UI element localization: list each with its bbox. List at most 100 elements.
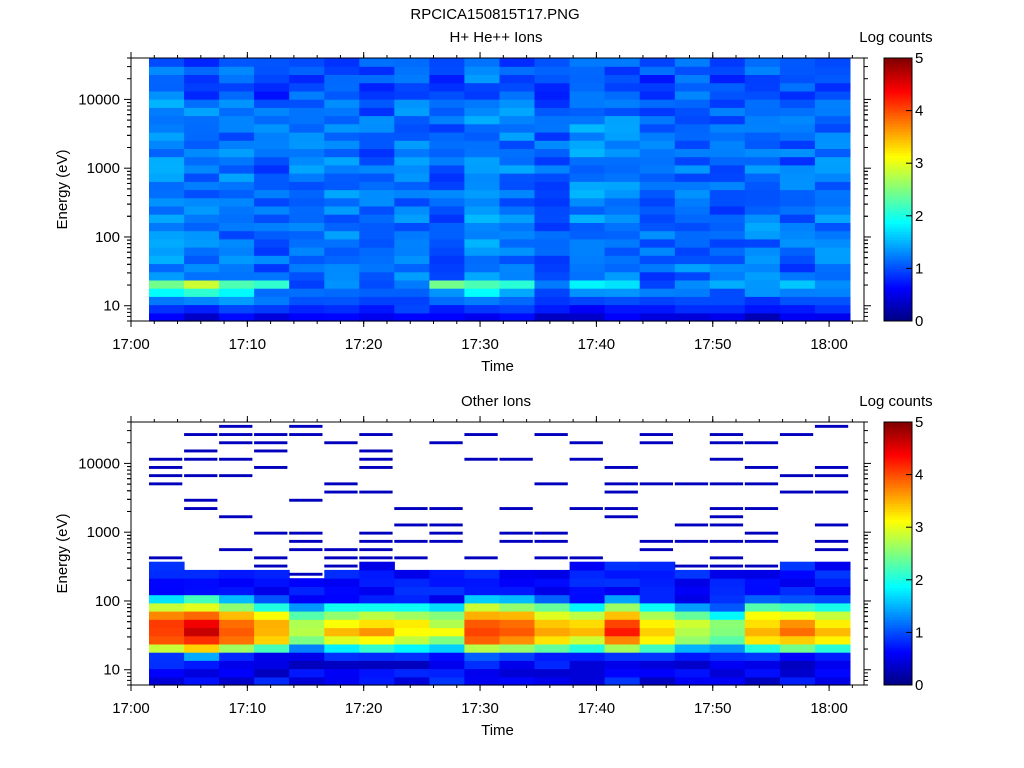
spectrogram-cell bbox=[324, 214, 360, 223]
spectrogram-cell bbox=[219, 156, 255, 166]
spectrogram-cell bbox=[324, 611, 360, 620]
spectrogram-cell bbox=[394, 652, 430, 661]
colorbar-swatch bbox=[884, 305, 912, 309]
spectrogram-cell bbox=[149, 66, 185, 75]
spectrogram-cell bbox=[429, 115, 465, 125]
spectrogram-cell bbox=[779, 115, 816, 125]
spectrogram-cell bbox=[639, 668, 676, 678]
spectrogram-cell bbox=[394, 312, 430, 322]
spectrogram-cell bbox=[254, 288, 290, 297]
colorbar-swatch bbox=[884, 671, 912, 675]
spectrogram-cell bbox=[534, 230, 571, 240]
colorbar-swatch bbox=[884, 616, 912, 620]
spectrogram-cell bbox=[569, 66, 606, 75]
spectrogram-cell bbox=[394, 156, 430, 166]
spectrogram-cell bbox=[429, 288, 465, 297]
spectrogram-cell bbox=[779, 132, 816, 141]
spectrogram-cell bbox=[639, 548, 673, 552]
spectrogram-cell bbox=[744, 627, 781, 637]
spectrogram-cell bbox=[464, 230, 500, 240]
colorbar-swatch bbox=[884, 299, 912, 304]
spectrogram-cell bbox=[639, 643, 676, 653]
spectrogram-cell bbox=[814, 466, 849, 469]
spectrogram-cell bbox=[394, 173, 430, 182]
spectrogram-cell bbox=[639, 205, 676, 215]
spectrogram-cell bbox=[639, 271, 676, 281]
spectrogram-cell bbox=[569, 627, 606, 637]
spectrogram-cell bbox=[429, 222, 465, 232]
spectrogram-cell bbox=[709, 627, 746, 637]
spectrogram-cell bbox=[534, 531, 568, 535]
spectrogram-cell bbox=[709, 602, 746, 612]
colorbar-swatch bbox=[884, 126, 912, 130]
spectrogram-cell bbox=[254, 556, 288, 560]
spectrogram-cell bbox=[289, 214, 325, 223]
spectrogram-cell bbox=[324, 578, 360, 587]
spectrogram-cell bbox=[534, 107, 571, 117]
spectrogram-cell bbox=[674, 205, 711, 215]
spectrogram-cell bbox=[639, 132, 676, 141]
colorbar-swatch bbox=[884, 477, 912, 481]
spectrogram-cell bbox=[324, 90, 360, 100]
spectrogram-cell bbox=[254, 263, 290, 273]
spectrogram-cell bbox=[814, 652, 851, 661]
spectrogram-cell bbox=[359, 164, 395, 174]
colorbar-swatch bbox=[884, 629, 912, 633]
spectrogram-cell bbox=[289, 594, 325, 604]
spectrogram-cell bbox=[779, 474, 814, 478]
spectrogram-cell bbox=[149, 197, 185, 207]
spectrogram-cell bbox=[744, 668, 781, 678]
spectrogram-cell bbox=[744, 611, 781, 620]
spectrogram-cell bbox=[814, 197, 851, 207]
spectrogram-cell bbox=[149, 58, 185, 67]
spectrogram-cell bbox=[289, 99, 325, 108]
spectrogram-cell bbox=[674, 230, 711, 240]
spectrogram-cell bbox=[569, 107, 606, 117]
spectrogram-cell bbox=[639, 676, 676, 686]
spectrogram-cell bbox=[324, 238, 360, 248]
spectrogram-cell bbox=[744, 507, 779, 510]
spectrogram-cell bbox=[639, 197, 676, 207]
spectrogram-cell bbox=[324, 668, 360, 678]
colorbar-swatch bbox=[884, 76, 912, 80]
spectrogram-cell bbox=[464, 279, 500, 289]
spectrogram-cell bbox=[289, 433, 323, 436]
colorbar-swatch bbox=[884, 102, 912, 106]
spectrogram-cell bbox=[464, 586, 500, 596]
spectrogram-cell bbox=[429, 611, 465, 620]
colorbar-swatch bbox=[884, 537, 912, 541]
colorbar-swatch bbox=[884, 448, 912, 452]
spectrogram-cell bbox=[289, 58, 325, 67]
spectrogram-cell bbox=[149, 189, 185, 199]
colorbar-tick-label: 3 bbox=[915, 519, 923, 536]
spectrogram-cell bbox=[149, 90, 185, 100]
spectrogram-cell bbox=[184, 90, 220, 100]
spectrogram-cell bbox=[464, 660, 500, 670]
spectrogram-cell bbox=[604, 490, 638, 494]
spectrogram-cell bbox=[534, 304, 571, 314]
spectrogram-cell bbox=[534, 90, 571, 100]
spectrogram-cell bbox=[744, 164, 781, 174]
colorbar-swatch bbox=[884, 606, 912, 610]
spectrogram-cell bbox=[674, 523, 709, 527]
spectrogram-cell bbox=[569, 271, 606, 281]
colorbar-swatch bbox=[884, 553, 912, 557]
spectrogram-cell bbox=[464, 214, 500, 223]
spectrogram-cell bbox=[219, 90, 255, 100]
colorbar-swatch bbox=[884, 202, 912, 206]
spectrogram-cell bbox=[149, 676, 185, 686]
spectrogram-cell bbox=[744, 652, 781, 661]
spectrogram-cell bbox=[149, 123, 185, 133]
spectrogram-cell bbox=[674, 107, 711, 117]
colorbar-swatch bbox=[884, 115, 912, 119]
spectrogram-cell bbox=[464, 58, 500, 67]
spectrogram-cell bbox=[604, 602, 641, 612]
spectrogram-cell bbox=[569, 586, 606, 596]
spectrogram-cell bbox=[289, 222, 325, 232]
colorbar-swatch bbox=[884, 579, 912, 583]
colorbar-swatch bbox=[884, 244, 912, 248]
spectrogram-cell bbox=[289, 181, 325, 191]
spectrogram-cell bbox=[289, 279, 325, 289]
spectrogram-cell bbox=[674, 578, 711, 587]
spectrogram-cell bbox=[359, 304, 395, 314]
